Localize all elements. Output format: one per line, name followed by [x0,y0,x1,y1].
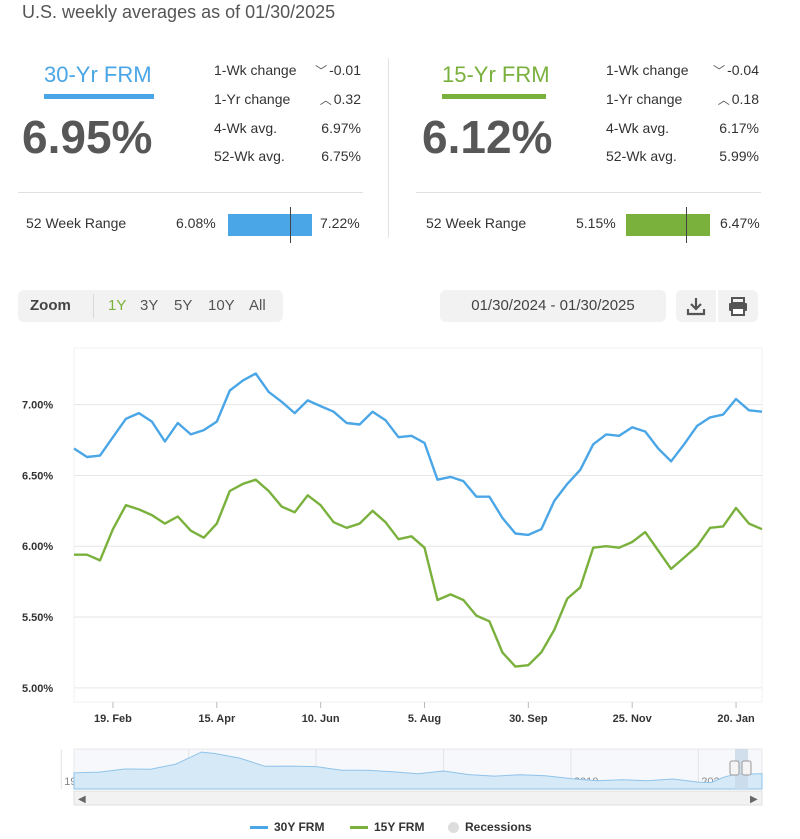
range-marker [290,207,291,243]
range-high: 7.22% [320,215,360,231]
series-line-30y-frm[interactable] [73,372,763,537]
yr-change-value: ︿ 0.32 [319,91,361,107]
print-button[interactable] [718,290,758,322]
legend-swatch [250,826,268,830]
plot-area [73,347,763,703]
avg52-value: 5.99% [719,148,759,164]
yr-change-label: 1-Yr change [214,91,291,107]
rate-name: 30-Yr FRM [44,62,152,87]
range-bar [626,214,710,236]
main-chart: 5.00% 5.50% 6.00% 6.50% 7.00% 19. Feb 15. Apr… [22,347,763,725]
chevron-down-icon: ﹀ [713,64,726,78]
legend-item-15y[interactable]: 15Y FRM [350,820,424,834]
x-tick-label: 25. Nov [613,713,653,725]
wk-change-value: ﹀ -0.04 [713,62,759,78]
date-range-button[interactable]: 01/30/2024 - 01/30/2025 [440,290,666,322]
x-tick-label: 15. Apr [198,713,236,725]
y-tick-label: 6.50% [22,470,53,482]
chevron-up-icon: ︿ [319,93,332,107]
legend-swatch [350,826,368,830]
print-icon [729,297,747,316]
download-button[interactable] [676,290,716,322]
avg4-label: 4-Wk avg. [606,120,670,136]
series-line-15y-frm[interactable] [74,478,763,668]
panel-divider [416,192,761,193]
navigator-handle-right[interactable] [741,760,752,776]
rate-panel-15yr: 15-Yr FRM 6.12% 1-Wk change ﹀ -0.04 1-Yr … [416,52,761,252]
y-tick-label: 6.00% [22,541,53,553]
legend-swatch [448,822,459,834]
zoom-controls: Zoom 1Y 3Y 5Y 10Y All [18,290,283,322]
range-bar [228,214,312,236]
scroll-right-arrow[interactable]: ▶ [750,794,758,805]
avg4-value: 6.97% [321,120,361,136]
avg52-label: 52-Wk avg. [606,148,677,164]
zoom-label: Zoom [30,297,71,314]
download-icon [686,298,706,316]
navigator: 197019801990200020102020 ◀ ▶ [60,748,763,806]
wk-change-value: ﹀ -0.01 [315,62,361,78]
y-tick-label: 7.00% [22,400,53,412]
y-tick-label: 5.50% [22,612,53,624]
x-tick-label: 19. Feb [94,713,132,725]
rate-value: 6.95% [22,111,153,163]
zoom-10y-button[interactable]: 10Y [208,297,235,314]
wk-change-label: 1-Wk change [606,62,689,78]
avg52-label: 52-Wk avg. [214,148,285,164]
range-low: 6.08% [176,215,216,231]
rate-name-underline [442,94,546,99]
x-tick-label: 5. Aug [408,713,441,725]
navigator-handle-left[interactable] [729,760,740,776]
scroll-left-arrow[interactable]: ◀ [78,794,86,805]
navigator-series [73,751,763,790]
rate-name-underline [44,94,154,99]
x-tick-label: 20. Jan [717,713,755,725]
x-tick-label: 10. Jun [302,713,340,725]
yr-change-label: 1-Yr change [606,91,683,107]
range-high: 6.47% [720,215,760,231]
zoom-all-button[interactable]: All [249,297,266,314]
chevron-down-icon: ﹀ [315,64,328,78]
zoom-separator [93,294,94,318]
avg4-label: 4-Wk avg. [214,120,278,136]
legend-item-30y[interactable]: 30Y FRM [250,820,324,834]
range-marker [686,207,687,243]
chevron-up-icon: ︿ [717,93,730,107]
zoom-1y-button[interactable]: 1Y [108,297,127,314]
rate-panel-30yr: 30-Yr FRM 6.95% 1-Wk change ﹀ -0.01 1-Yr … [18,52,363,252]
x-tick-label: 30. Sep [509,713,548,725]
chart-subtitle: U.S. weekly averages as of 01/30/2025 [22,2,336,22]
avg52-value: 6.75% [321,148,361,164]
rate-name: 15-Yr FRM [442,62,550,87]
range-label: 52 Week Range [26,215,127,231]
panel-separator [388,58,389,238]
navigator-scrollbar[interactable] [73,790,763,806]
wk-change-label: 1-Wk change [214,62,297,78]
legend-item-recessions[interactable]: Recessions [448,820,532,834]
rate-value: 6.12% [422,111,553,163]
zoom-3y-button[interactable]: 3Y [140,297,159,314]
y-tick-label: 5.00% [22,683,53,695]
avg4-value: 6.17% [719,120,759,136]
zoom-5y-button[interactable]: 5Y [174,297,193,314]
range-low: 5.15% [576,215,616,231]
yr-change-value: ︿ 0.18 [717,91,759,107]
panel-divider [18,192,363,193]
range-label: 52 Week Range [426,215,527,231]
